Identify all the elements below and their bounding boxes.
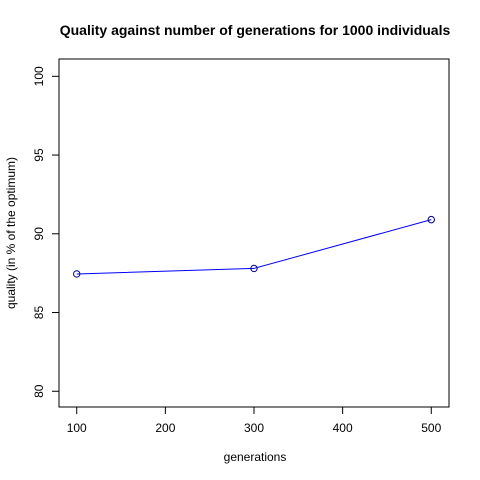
y-tick-label: 85: [32, 306, 46, 320]
y-tick-label: 80: [32, 384, 46, 398]
x-tick-label: 400: [333, 421, 353, 435]
plot-frame: [58, 58, 450, 408]
y-tick-label: 90: [32, 227, 46, 241]
x-axis-label: generations: [224, 450, 287, 464]
series-line: [76, 219, 432, 275]
data-point: [73, 270, 81, 278]
x-tick-label: 300: [244, 421, 264, 435]
x-tick-label: 200: [155, 421, 175, 435]
x-tick-label: 100: [67, 421, 87, 435]
data-point: [250, 264, 258, 273]
y-axis-label: quality (in % of the optimum): [4, 157, 18, 309]
data-point: [427, 215, 435, 224]
chart-title: Quality against number of generations fo…: [60, 22, 451, 38]
y-tick-label: 100: [32, 66, 46, 86]
y-tick-label: 95: [32, 148, 46, 162]
axes: 100 200 300 400 500 80 85 90 95 100: [32, 58, 450, 435]
plot-area: [73, 215, 435, 278]
x-tick-label: 500: [421, 421, 441, 435]
